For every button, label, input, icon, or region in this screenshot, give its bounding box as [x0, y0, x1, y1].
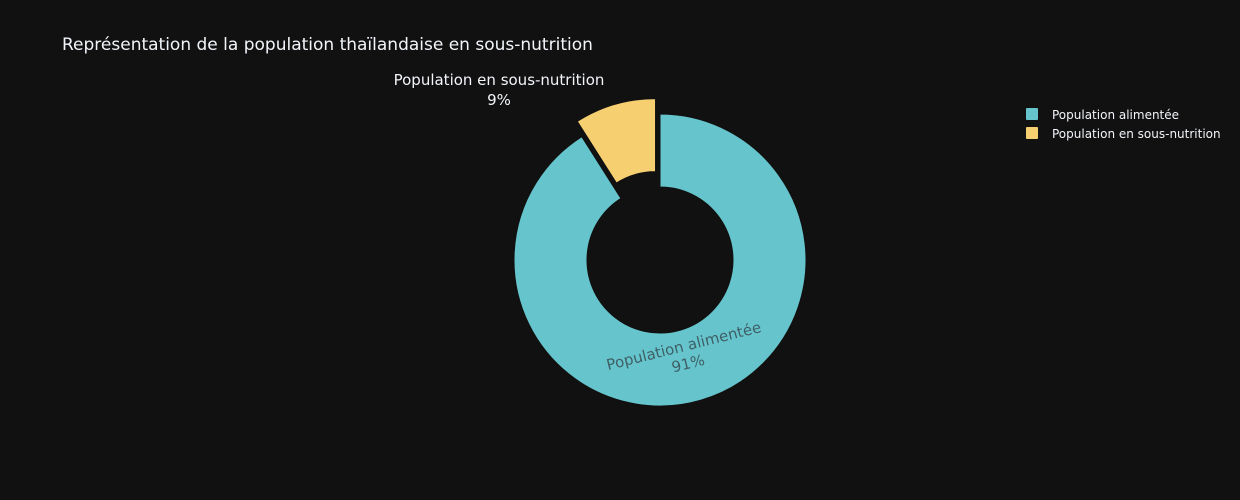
slice-alimentee[interactable] [513, 113, 807, 407]
slice-label-sous-nutrition: Population en sous-nutrition 9% [394, 71, 605, 109]
slice-label-sous-nutrition-percent: 9% [487, 91, 511, 109]
chart-title: Représentation de la population thaïland… [62, 35, 593, 55]
legend-label-alimentee: Population alimentée [1052, 108, 1179, 122]
legend-item-sous-nutrition[interactable]: Population en sous-nutrition [1026, 127, 1221, 141]
legend-swatch-alimentee [1026, 108, 1038, 120]
slice-sous-nutrition[interactable] [576, 98, 657, 184]
legend-item-alimentee[interactable]: Population alimentée [1026, 108, 1179, 122]
legend-swatch-sous-nutrition [1026, 127, 1038, 139]
slices-layer [513, 98, 807, 407]
legend-label-sous-nutrition: Population en sous-nutrition [1052, 127, 1221, 141]
slice-label-sous-nutrition-name: Population en sous-nutrition [394, 71, 605, 89]
legend: Population alimentée Population en sous-… [1026, 108, 1221, 141]
